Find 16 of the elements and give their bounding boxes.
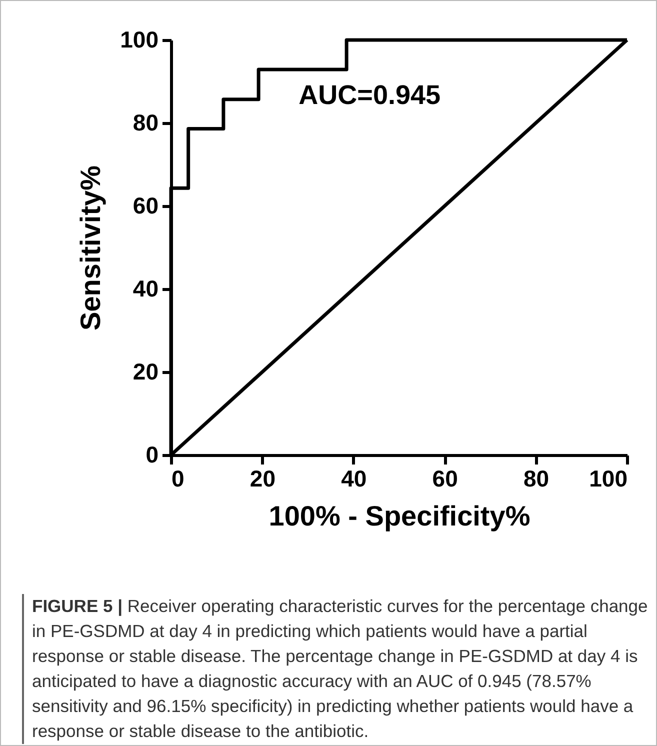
y-tick-label: 0	[146, 442, 158, 468]
annotation: AUC=0.945	[298, 80, 441, 110]
x-tick-label: 100	[589, 466, 628, 492]
x-tick-label: 0	[172, 466, 184, 492]
x-axis-title: 100% - Specificity%	[268, 500, 530, 532]
x-tick-label: 60	[432, 466, 458, 492]
x-tick-label: 20	[250, 466, 276, 492]
y-tick-label: 80	[132, 110, 158, 136]
y-axis-title: Sensitivity%	[75, 165, 106, 330]
y-tick-label: 60	[132, 192, 158, 218]
x-tick-label: 40	[341, 466, 367, 492]
caption: FIGURE 5 | Receiver operating characteristic curves for the percentage change in PE-GSDMD at day 4 in predicting which patients would have a partial response or stable disease. The percentage change in PE-GSDMD at day 4 is anticipated to have a diagnostic accuracy with an AUC of 0.945 (78.57% sensitivity and 96.15% specificity) in predicting whether patients would have a response or stable disease to the antibiotic.	[22, 594, 652, 744]
y-tick-label: 40	[132, 276, 158, 302]
y-tick-label: 100	[120, 26, 158, 52]
y-tick-label: 20	[132, 358, 158, 384]
x-tick-label: 80	[524, 466, 550, 492]
